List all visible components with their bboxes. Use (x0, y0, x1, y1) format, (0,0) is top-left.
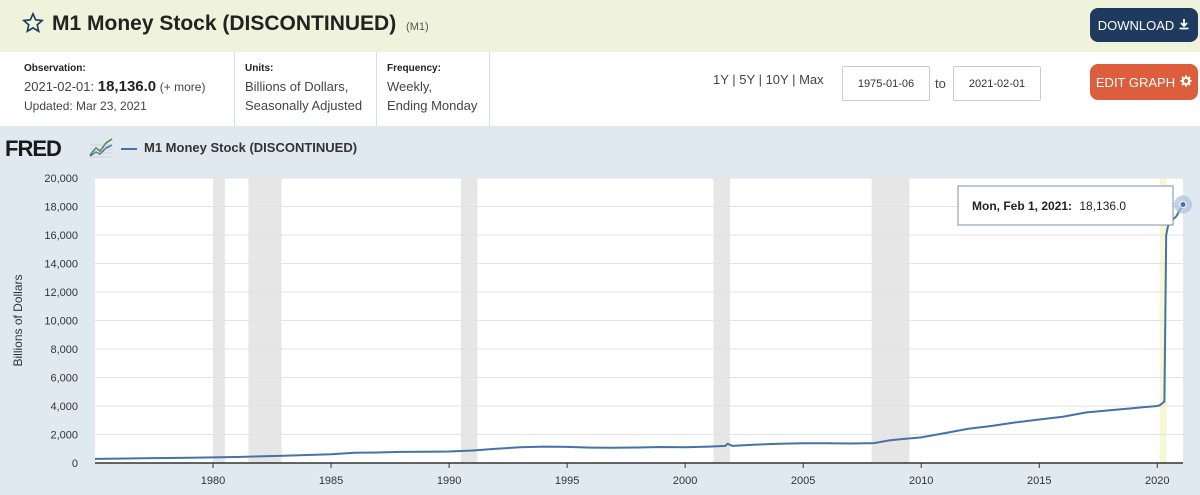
y-tick-label: 8,000 (50, 344, 78, 356)
tooltip-value: 18,136.0 (1079, 199, 1126, 213)
more-observations-link[interactable]: (+ more) (159, 80, 206, 94)
y-tick-label: 12,000 (44, 287, 78, 299)
x-tick-label: 1985 (319, 475, 343, 487)
updated-date: Updated: Mar 23, 2021 (24, 99, 147, 113)
gear-icon (1180, 75, 1192, 90)
star-outline-icon[interactable] (21, 11, 46, 36)
y-axis-ticks: 0 2,000 4,000 6,000 8,000 10,000 12,000 14,000 1… (44, 173, 78, 470)
series-line-m1[interactable] (94, 204, 1184, 460)
observation-value: 18,136.0 (97, 78, 157, 95)
y-tick-label: 0 (72, 458, 78, 470)
range-selector: 1Y | 5Y | 10Y | Max (713, 72, 824, 87)
y-tick-label: 18,000 (44, 202, 78, 214)
observation-line: 2021-02-01: 18,136.0 (+ more) (24, 77, 205, 97)
title-bar: M1 Money Stock (DISCONTINUED) (M1) DOWNL… (0, 0, 1200, 52)
x-tick-label: 1990 (437, 475, 461, 487)
x-tick-label: 2010 (909, 475, 933, 487)
range-max[interactable]: Max (799, 72, 824, 87)
series-id: (M1) (406, 21, 429, 33)
fred-logo-chart-icon (88, 136, 114, 163)
units-label: Units: (245, 63, 274, 74)
x-tick-label: 1995 (555, 475, 579, 487)
series-title: M1 Money Stock (DISCONTINUED) (52, 12, 397, 35)
end-date-input[interactable]: 2021-02-01 (953, 66, 1041, 101)
observation-label: Observation: (24, 63, 86, 74)
x-tick-label: 2020 (1145, 475, 1169, 487)
start-date-input[interactable]: 1975-01-06 (842, 66, 930, 101)
frequency-line-2: Ending Monday (387, 98, 478, 113)
frequency-block: Frequency: Weekly, Ending Monday (376, 52, 490, 126)
range-10y[interactable]: 10Y (765, 72, 789, 87)
y-tick-label: 16,000 (44, 230, 78, 242)
units-line-1: Billions of Dollars, (245, 79, 349, 94)
page-title: M1 Money Stock (DISCONTINUED) (M1) (52, 12, 429, 36)
range-1y[interactable]: 1Y (713, 72, 729, 87)
download-label: DOWNLOAD (1097, 17, 1175, 33)
y-tick-label: 6,000 (50, 373, 78, 385)
range-5y[interactable]: 5Y (739, 72, 755, 87)
download-icon (1178, 18, 1190, 33)
tooltip-box (957, 185, 1174, 226)
y-tick-label: 14,000 (44, 259, 78, 271)
edit-graph-button[interactable]: EDIT GRAPH (1090, 64, 1198, 100)
units-line-2: Seasonally Adjusted (245, 98, 363, 113)
hover-tooltip: Mon, Feb 1, 2021: 18,136.0 (957, 185, 1174, 226)
y-axis-label: Billions of Dollars (11, 274, 25, 366)
legend-swatch (121, 148, 137, 150)
x-tick-label: 1980 (201, 475, 225, 487)
hover-marker[interactable] (1179, 201, 1187, 209)
x-tick-label: 2015 (1027, 475, 1051, 487)
legend-label: M1 Money Stock (DISCONTINUED) (144, 140, 358, 155)
y-tick-label: 4,000 (50, 401, 78, 413)
tooltip-text: Mon, Feb 1, 2021: 18,136.0 (972, 199, 1126, 213)
y-tick-label: 20,000 (44, 173, 78, 185)
edit-graph-label: EDIT GRAPH (1095, 74, 1176, 90)
units-block: Units: Billions of Dollars, Seasonally A… (234, 52, 376, 126)
y-tick-label: 10,000 (44, 316, 78, 328)
x-tick-label: 2005 (791, 475, 815, 487)
frequency-line-1: Weekly, (387, 79, 433, 94)
y-tick-label: 2,000 (50, 430, 78, 442)
to-label: to (935, 76, 946, 91)
x-tick-label: 2000 (673, 475, 697, 487)
observation-block: Observation: 2021-02-01: 18,136.0 (+ mor… (24, 52, 205, 126)
fred-logo[interactable]: FRED (5, 136, 62, 161)
tooltip-date: Mon, Feb 1, 2021: (972, 199, 1072, 213)
frequency-label: Frequency: (387, 63, 441, 74)
gridlines (95, 177, 1183, 435)
download-button[interactable]: DOWNLOAD (1090, 8, 1198, 42)
observation-date: 2021-02-01: (24, 79, 95, 94)
x-axis-ticks: 1980 1985 1990 1995 2000 2005 2010 2015 2020 (201, 463, 1170, 487)
